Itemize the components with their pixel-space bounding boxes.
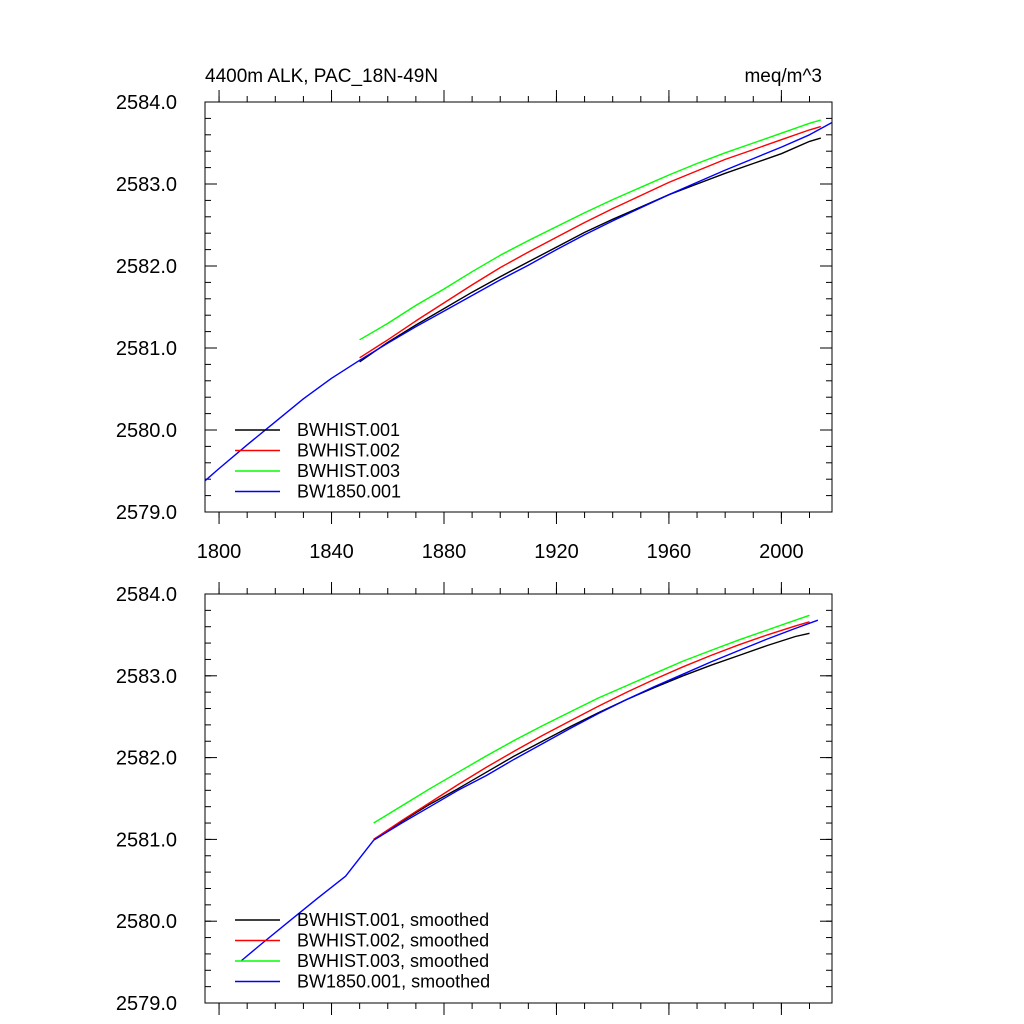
legend-label: BWHIST.001, smoothed <box>297 910 489 930</box>
legend-label: BWHIST.002, smoothed <box>297 931 489 951</box>
y-tick-label: 2579.0 <box>116 993 177 1015</box>
y-tick-label: 2580.0 <box>116 911 177 933</box>
y-tick-label: 2580.0 <box>116 420 177 442</box>
legend-label: BWHIST.003, smoothed <box>297 951 489 971</box>
x-tick-label: 1800 <box>197 541 242 563</box>
y-tick-label: 2581.0 <box>116 338 177 360</box>
chart-title: 4400m ALK, PAC_18N-49N <box>205 66 438 87</box>
x-tick-label: 1880 <box>422 541 467 563</box>
y-tick-label: 2582.0 <box>116 748 177 770</box>
panel-bottom: 2579.0 2580.0 2581.0 2582.0 2583.0 2584.0 BWHI… <box>116 582 833 1015</box>
y-tick-label: 2584.0 <box>116 92 177 114</box>
y-tick-label: 2583.0 <box>116 666 177 688</box>
legend-label: BWHIST.002 <box>297 441 400 461</box>
series-line-2 <box>373 621 810 840</box>
x-tick-label: 1840 <box>309 541 354 563</box>
units-label: meq/m^3 <box>744 66 822 87</box>
plot-frame <box>204 593 833 1004</box>
x-tick-label: 2000 <box>759 541 804 563</box>
series-line-1 <box>359 137 821 363</box>
panel-top: 2579.0 2580.0 2581.0 2582.0 2583.0 2584.0 1800… <box>116 66 833 563</box>
y-tick-label: 2579.0 <box>116 502 177 524</box>
legend-label: BWHIST.003 <box>297 461 400 481</box>
legend-label: BWHIST.001 <box>297 420 400 440</box>
series-line-1 <box>373 632 810 840</box>
y-tick-label: 2583.0 <box>116 174 177 196</box>
y-tick-label: 2584.0 <box>116 584 177 606</box>
x-tick-label: 1960 <box>647 541 692 563</box>
series-line-4 <box>204 121 833 482</box>
plot-frame <box>204 101 833 513</box>
legend-label: BW1850.001 <box>297 482 401 502</box>
y-tick-label: 2582.0 <box>116 256 177 278</box>
x-tick-label: 1920 <box>534 541 579 563</box>
series-line-3 <box>373 614 810 824</box>
series-line-2 <box>359 125 821 359</box>
series-line-3 <box>359 119 821 341</box>
y-tick-label: 2581.0 <box>116 829 177 851</box>
series-line-4 <box>241 619 819 962</box>
legend-label: BW1850.001, smoothed <box>297 972 490 992</box>
